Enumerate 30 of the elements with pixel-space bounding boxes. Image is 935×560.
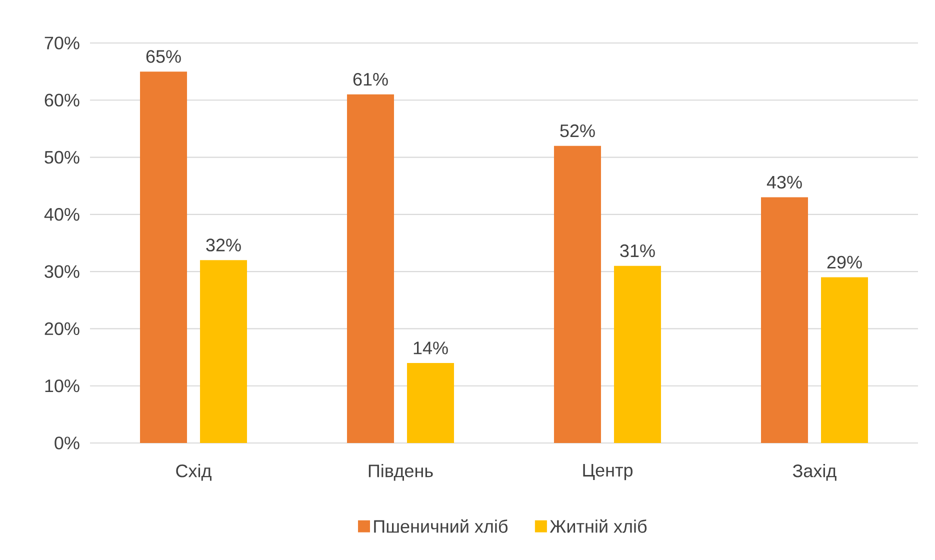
x-tick-label: Південь [368,464,433,481]
data-label: 61% [353,72,388,86]
bar [760,197,808,443]
x-tick-label: Захід [792,464,836,481]
data-label: 32% [206,238,241,252]
y-tick-label: 0% [54,436,80,450]
y-tick-label: 60% [44,94,80,107]
bar [820,277,868,443]
y-tick-label: 10% [45,379,80,392]
y-tick-label: 70% [44,36,80,50]
data-label: 14% [414,342,448,354]
legend-label: Пшеничний хліб [374,519,508,533]
y-tick-label: 20% [44,322,80,336]
bar [140,72,188,443]
y-tick-label: 30% [44,265,80,278]
data-label: 31% [620,244,655,258]
bar [554,146,601,443]
data-label: 29% [827,256,862,269]
y-tick-label: 50% [44,150,80,164]
bar [614,266,661,443]
bar [347,94,394,443]
x-tick-label: Схід [176,464,212,481]
data-label: 43% [766,176,802,189]
y-tick-label: 40% [44,208,80,221]
bar [200,260,248,443]
bar [407,362,454,443]
data-label: 52% [560,124,595,138]
legend-label: Житній хліб [550,519,647,533]
x-tick-label: Центр [583,464,633,480]
data-label: 65% [146,50,181,63]
